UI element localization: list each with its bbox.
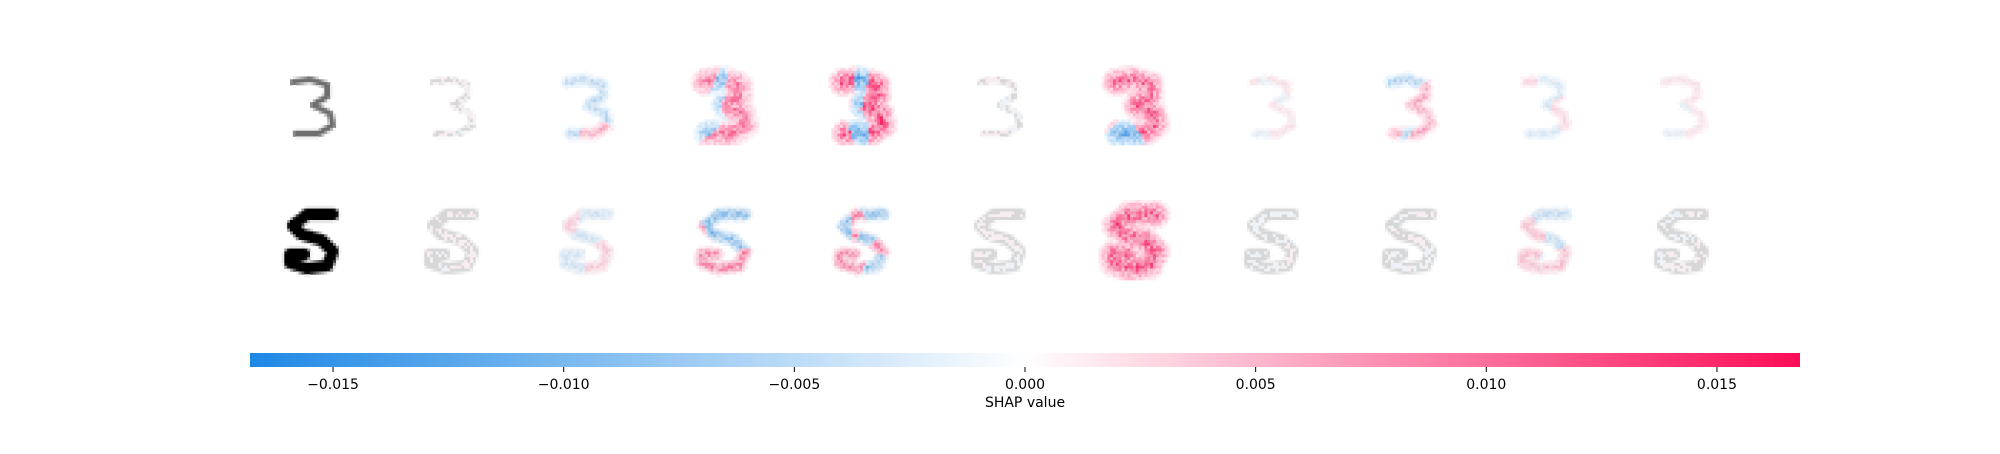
shap-panel-row2-class5 [1098, 200, 1171, 281]
shap-panel-row2-class2 [693, 205, 754, 278]
input-digit-1 [290, 73, 339, 140]
shap-panel-row2-class6 [1241, 205, 1302, 278]
image-grid [281, 65, 1712, 281]
colorbar-tick-label: 0.010 [1466, 377, 1506, 393]
colorbar-tick-label: −0.005 [768, 377, 820, 393]
shap-panel-row1-class8 [1520, 73, 1572, 140]
colorbar-gradient [250, 353, 1800, 367]
colorbar-label: SHAP value [985, 395, 1065, 411]
shap-panel-row1-class6 [1247, 73, 1299, 140]
colorbar: −0.015 −0.010 −0.005 0.000 0.005 0.010 0.015 S… [250, 353, 1800, 411]
shap-panel-row2-class4 [968, 205, 1029, 278]
colorbar-tick-label: −0.010 [538, 377, 590, 393]
shap-panel-row1-class4 [977, 73, 1026, 140]
shap-panel-row1-class2 [690, 65, 760, 146]
shap-panel-row2-class0 [421, 205, 482, 278]
shap-panel-row1-class1 [559, 70, 617, 143]
shap-panel-row2-class3 [831, 205, 892, 278]
shap-panel-row2-class1 [556, 205, 617, 278]
shap-panel-row1-class9 [1657, 73, 1709, 140]
colorbar-tick-label: 0.015 [1697, 377, 1737, 393]
colorbar-tick-label: 0.005 [1236, 377, 1276, 393]
shap-panel-row1-class7 [1382, 70, 1440, 143]
shap-panel-row1-class5 [1101, 65, 1171, 146]
shap-panel-row1-class0 [430, 73, 479, 140]
shap-panel-row1-class3 [828, 65, 898, 146]
input-digit-2 [281, 205, 342, 278]
colorbar-tick-label: −0.015 [307, 377, 359, 393]
shap-panel-row2-class7 [1379, 205, 1440, 278]
colorbar-ticks: −0.015 −0.010 −0.005 0.000 0.005 0.010 0.015 [307, 367, 1737, 393]
colorbar-tick-label: 0.000 [1005, 377, 1045, 393]
shap-panel-row2-class8 [1514, 205, 1575, 278]
shap-panel-row2-class9 [1651, 205, 1712, 278]
